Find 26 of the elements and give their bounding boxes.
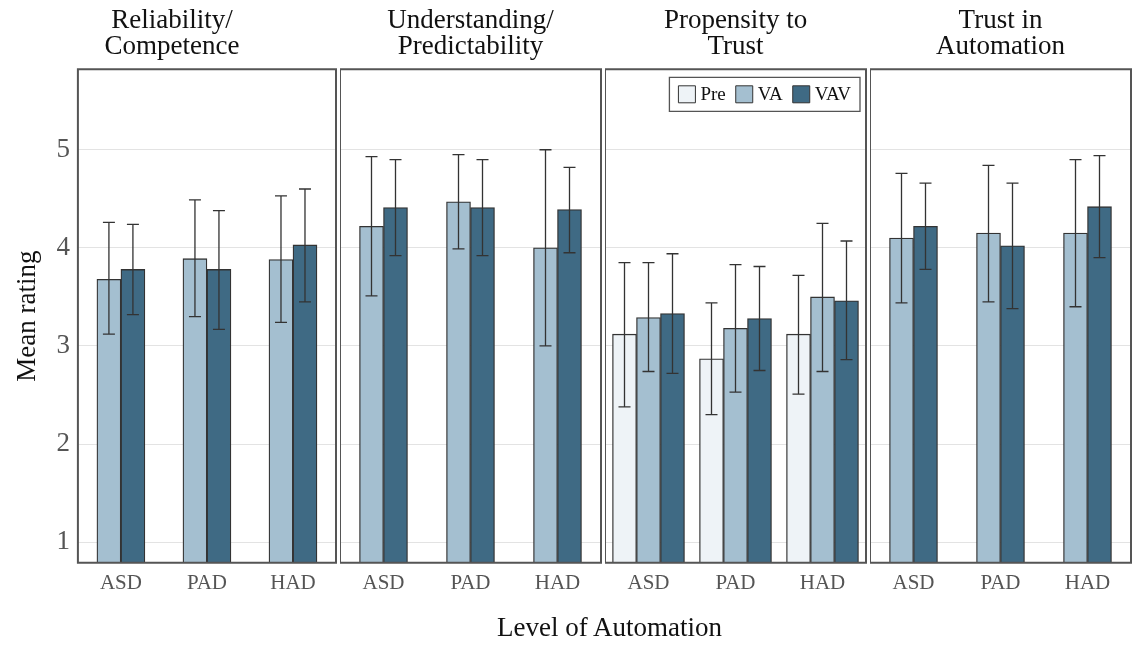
- y-tick-label: 1: [56, 525, 70, 556]
- y-tick-label: 2: [56, 427, 70, 458]
- x-tick-label: PAD: [980, 569, 1021, 594]
- x-axis-title: Level of Automation: [496, 612, 723, 643]
- chart-title: Reliability/ Competence: [104, 3, 240, 60]
- legend-label: VAV: [814, 83, 852, 105]
- x-tick-label: HAD: [270, 569, 316, 594]
- y-axis-title: Mean rating: [11, 250, 42, 382]
- x-tick-label: PAD: [715, 569, 756, 594]
- chart-title: Trust in Automation: [936, 3, 1066, 60]
- y-tick-label: 5: [56, 132, 70, 163]
- x-tick-label: HAD: [1064, 569, 1111, 594]
- x-tick-label: HAD: [799, 569, 846, 594]
- x-tick-label: ASD: [892, 569, 935, 594]
- x-tick-label: ASD: [362, 569, 405, 594]
- x-tick-label: HAD: [534, 569, 581, 594]
- y-tick-label: 3: [56, 329, 70, 360]
- legend-label: VA: [757, 83, 784, 105]
- legend-label: Pre: [700, 83, 726, 105]
- x-tick-label: PAD: [186, 569, 227, 594]
- x-tick-label: PAD: [450, 569, 491, 594]
- x-tick-label: ASD: [99, 569, 142, 594]
- chart-title: Understanding/ Predictability: [387, 3, 555, 60]
- chart-title: Propensity to Trust: [663, 3, 808, 60]
- y-tick-label: 4: [56, 230, 71, 261]
- x-tick-label: ASD: [627, 569, 670, 594]
